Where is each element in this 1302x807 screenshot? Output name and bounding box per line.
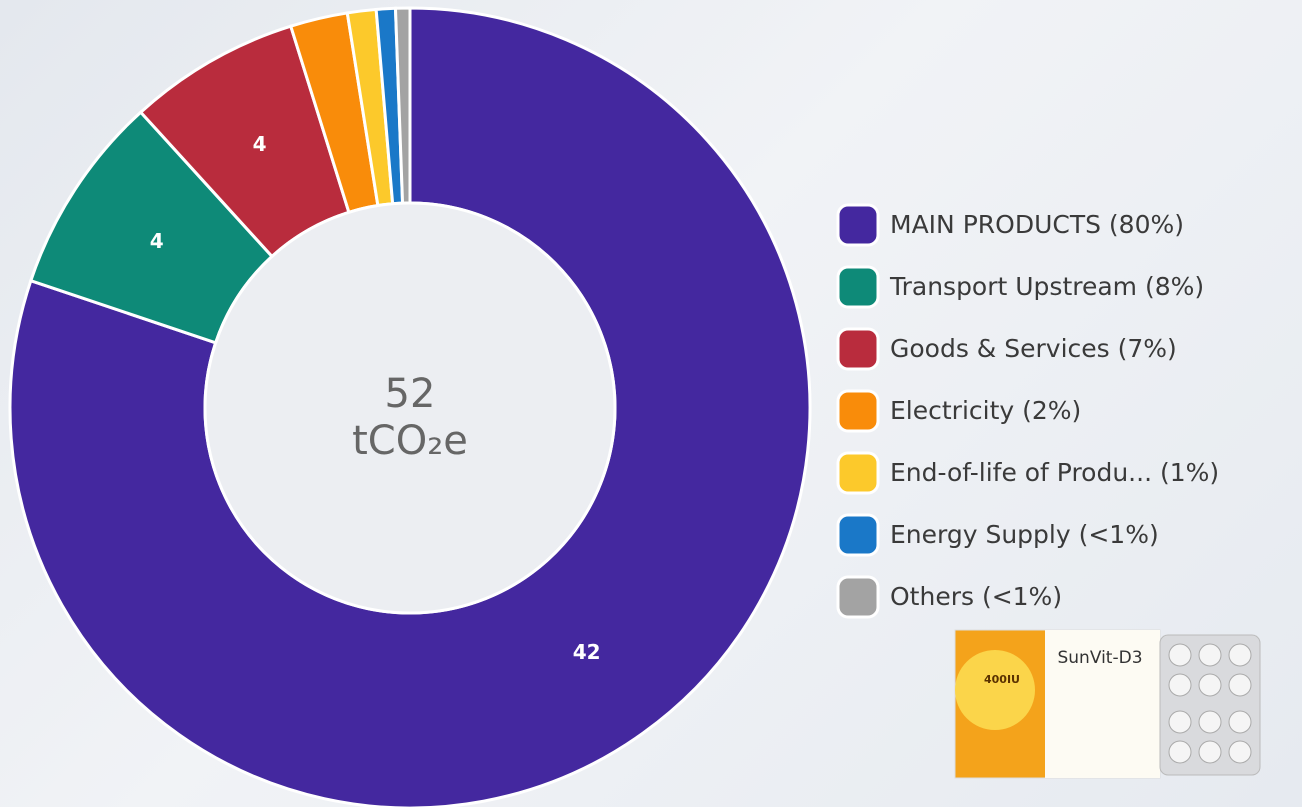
blister-tablets <box>1168 643 1252 764</box>
legend-label: End-of-life of Produ... (1%) <box>890 458 1219 487</box>
data-label: 4 <box>253 132 267 156</box>
center-unit: tCO₂e <box>352 418 468 464</box>
legend-swatch <box>836 451 880 495</box>
legend-label: Transport Upstream (8%) <box>889 272 1204 301</box>
product-box-panel <box>1045 630 1160 778</box>
data-label: 42 <box>573 640 601 664</box>
legend-label: Goods & Services (7%) <box>890 334 1177 363</box>
legend-swatch <box>836 327 880 371</box>
legend-swatch <box>836 265 880 309</box>
product-brand: SunVit-D3 <box>1057 648 1142 668</box>
legend-label: MAIN PRODUCTS (80%) <box>890 210 1184 239</box>
blister-pack <box>1159 634 1261 776</box>
legend-swatch <box>836 575 880 619</box>
data-label: 4 <box>150 229 164 253</box>
center-value: 52 <box>385 371 436 417</box>
legend-swatch <box>836 389 880 433</box>
product-image: SunVit-D3 400IU <box>954 629 1261 779</box>
donut-hole <box>203 201 617 615</box>
legend-label: Electricity (2%) <box>890 396 1081 425</box>
legend-label: Others (<1%) <box>890 582 1062 611</box>
product-dose: 400IU <box>984 673 1020 686</box>
product-sun <box>955 650 1035 730</box>
legend-swatch <box>836 203 880 247</box>
legend-label: Energy Supply (<1%) <box>890 520 1159 549</box>
legend-swatch <box>836 513 880 557</box>
